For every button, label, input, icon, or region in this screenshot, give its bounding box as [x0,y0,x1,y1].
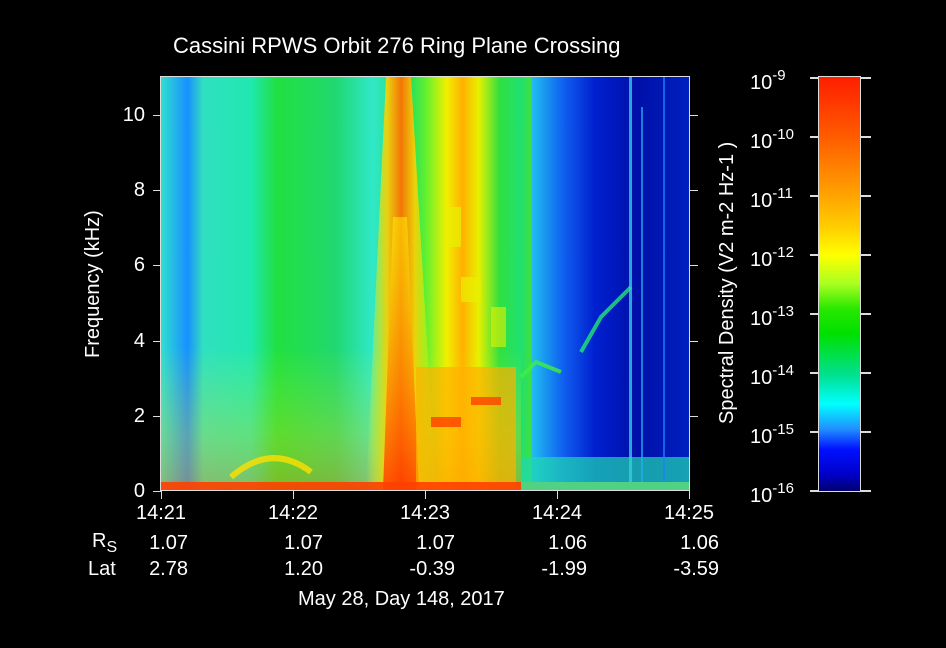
rs-value: 1.06 [548,532,587,554]
ytick-6 [153,265,161,266]
cb-base: 10 [750,426,773,448]
ytick-4 [153,341,161,342]
cb-exp: -15 [772,421,794,438]
lat-row-label: Lat [88,558,116,580]
rs-value: 1.07 [284,532,323,554]
cb-tick [810,136,819,138]
lat-value: -3.59 [673,558,719,580]
colorbar [819,77,860,491]
ytick-8 [153,190,161,191]
ytick-label: 2 [133,405,145,427]
ytick-10 [153,115,161,116]
cb-tick [810,77,819,79]
ytick-2 [153,416,161,417]
cb-exp: -12 [772,244,794,261]
spectrogram-image [161,77,690,491]
xtick-1425 [689,491,690,499]
chart-title: Cassini RPWS Orbit 276 Ring Plane Crossi… [173,33,621,58]
rs-value: 1.07 [416,532,455,554]
xtick-label: 14:22 [267,502,319,524]
ytick-0 [153,491,161,492]
rs-label-main: R [92,530,107,552]
cb-exp: -11 [772,185,793,202]
cb-tick-right [860,372,871,374]
cb-tick-right [860,136,871,138]
colorbar-label: Spectral Density (V2 m-2 Hz-1 ) [716,141,738,424]
colorbar-tick-label: 10-10 [750,127,794,154]
y-axis-label: Frequency (kHz) [82,210,104,358]
spectrogram-plot [161,77,690,491]
xtick-1422 [293,491,294,499]
cb-exp: -16 [772,480,794,497]
cb-base: 10 [750,367,773,389]
xtick-label: 14:25 [663,502,715,524]
ytick-label: 8 [133,179,145,201]
ytick-label: 6 [133,254,145,276]
cb-tick-right [860,490,871,492]
cb-base: 10 [750,308,773,330]
lat-value: -1.99 [541,558,587,580]
colorbar-tick-label: 10-11 [750,186,793,213]
cb-exp: -9 [772,67,786,84]
ytick-label: 10 [122,104,145,126]
xtick-label: 14:21 [135,502,187,524]
ytick-label: 4 [133,330,145,352]
ytick-right-6 [690,265,698,266]
lat-value: 2.78 [149,558,188,580]
rs-value: 1.07 [149,532,188,554]
lat-value: 1.20 [284,558,323,580]
lat-value: -0.39 [409,558,455,580]
ytick-right-2 [690,416,698,417]
cb-exp: -13 [772,303,794,320]
cb-tick [810,313,819,315]
cb-exp: -10 [772,126,794,143]
xtick-label: 14:23 [399,502,451,524]
cb-exp: -14 [772,362,794,379]
cb-tick-right [860,254,871,256]
cb-base: 10 [750,72,773,94]
ytick-label: 0 [133,480,145,502]
xtick-1424 [557,491,558,499]
colorbar-tick-label: 10-9 [750,68,786,95]
cb-base: 10 [750,485,773,507]
cb-tick [810,254,819,256]
cb-base: 10 [750,131,773,153]
colorbar-tick-label: 10-12 [750,245,794,272]
cb-tick [810,431,819,433]
colorbar-frame [818,76,861,492]
cb-tick-right [860,313,871,315]
cb-tick-right [860,77,871,79]
ytick-right-10 [690,115,698,116]
cb-base: 10 [750,249,773,271]
xtick-1421 [161,491,162,499]
date-label: May 28, Day 148, 2017 [298,588,505,610]
colorbar-tick-label: 10-15 [750,422,794,449]
rs-label-sub: S [106,539,118,556]
cb-tick [810,195,819,197]
xtick-1423 [425,491,426,499]
cb-tick-right [860,195,871,197]
cb-base: 10 [750,190,773,212]
cb-tick [810,372,819,374]
colorbar-tick-label: 10-13 [750,304,794,331]
rs-value: 1.06 [680,532,719,554]
xtick-label: 14:24 [531,502,583,524]
cb-tick [810,490,819,492]
ytick-right-4 [690,341,698,342]
colorbar-tick-label: 10-14 [750,363,794,390]
cb-tick-right [860,431,871,433]
ytick-right-8 [690,190,698,191]
rs-row-label: RS [92,530,117,557]
colorbar-tick-label: 10-16 [750,481,794,508]
